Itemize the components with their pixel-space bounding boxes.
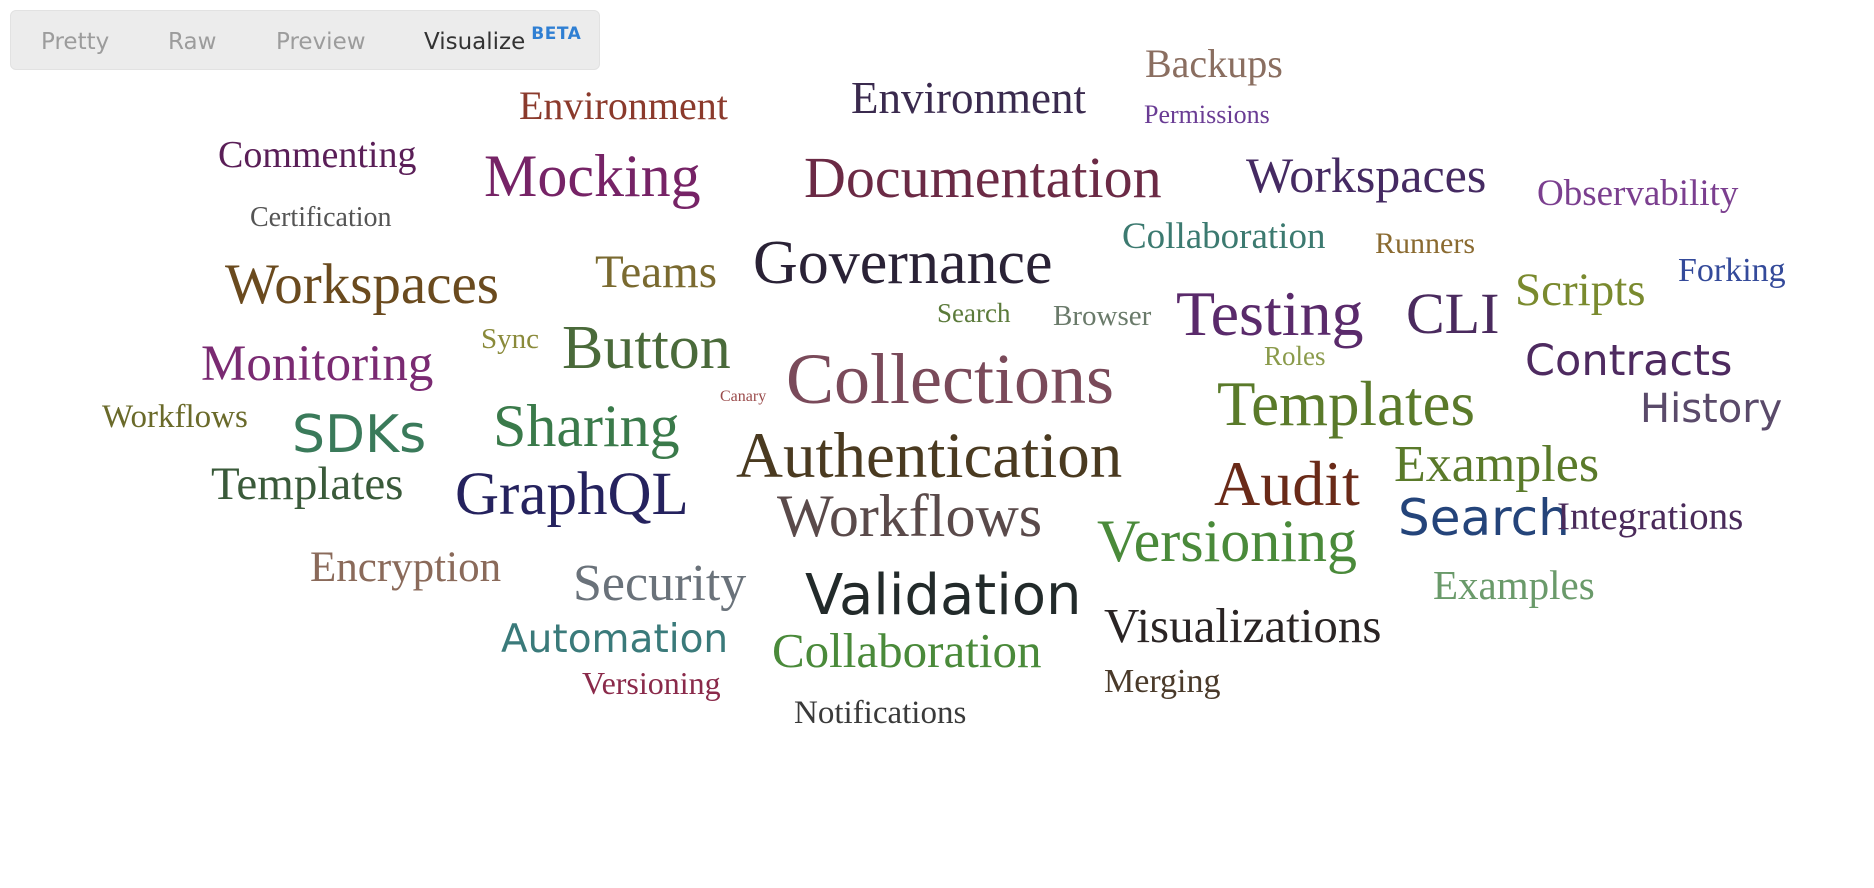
- word-cloud-term: Runners: [1375, 227, 1475, 260]
- word-cloud-term: Automation: [501, 617, 729, 662]
- tab-visualize[interactable]: Visualize BETA: [424, 11, 581, 69]
- word-cloud-term: Teams: [595, 246, 717, 298]
- word-cloud-term: Merging: [1104, 663, 1221, 700]
- word-cloud-term: Browser: [1053, 300, 1152, 332]
- word-cloud-term: Environment: [519, 83, 728, 128]
- word-cloud-term: Workspaces: [225, 253, 499, 316]
- word-cloud-term: Authentication: [736, 420, 1123, 492]
- word-cloud-term: Forking: [1678, 252, 1786, 289]
- word-cloud-term: Notifications: [794, 695, 967, 731]
- word-cloud-term: Certification: [250, 202, 392, 233]
- word-cloud-term: Audit: [1214, 448, 1360, 519]
- word-cloud-term: Permissions: [1144, 100, 1270, 129]
- word-cloud-term: Collections: [786, 339, 1114, 419]
- word-cloud-term: Roles: [1264, 341, 1326, 371]
- word-cloud-term: Templates: [211, 458, 404, 510]
- word-cloud-term: Contracts: [1525, 336, 1733, 386]
- tab-preview[interactable]: Preview: [276, 29, 366, 55]
- word-cloud-term: Encryption: [310, 544, 502, 591]
- word-cloud-term: Search: [1398, 489, 1570, 547]
- word-cloud-term: Commenting: [218, 134, 417, 176]
- word-cloud-term: Versioning: [1097, 508, 1357, 574]
- word-cloud-term: Workflows: [777, 483, 1043, 549]
- response-view-tabbar: Pretty Raw Preview Visualize BETA: [10, 10, 600, 70]
- word-cloud-term: Scripts: [1515, 264, 1646, 316]
- word-cloud-term: Monitoring: [201, 336, 434, 392]
- word-cloud-term: Visualizations: [1104, 598, 1382, 653]
- word-cloud-term: Examples: [1433, 562, 1595, 608]
- word-cloud-term: Validation: [805, 563, 1082, 628]
- word-cloud-term: Security: [573, 555, 747, 612]
- tab-visualize-label: Visualize: [424, 29, 526, 55]
- word-cloud-term: Versioning: [582, 665, 721, 701]
- word-cloud-term: Observability: [1537, 173, 1739, 214]
- word-cloud-term: Search: [937, 298, 1011, 328]
- word-cloud-term: Button: [562, 314, 731, 382]
- word-cloud-term: Sync: [481, 323, 539, 355]
- word-cloud-term: Testing: [1176, 278, 1364, 349]
- word-cloud-term: Sharing: [493, 393, 680, 459]
- tab-raw[interactable]: Raw: [168, 29, 217, 55]
- word-cloud-term: History: [1640, 386, 1783, 432]
- word-cloud-term: Environment: [851, 73, 1086, 123]
- tab-pretty[interactable]: Pretty: [41, 29, 110, 55]
- word-cloud-term: Templates: [1217, 369, 1475, 439]
- word-cloud-term: Backups: [1145, 41, 1283, 86]
- beta-badge: BETA: [531, 24, 582, 44]
- word-cloud-term: CLI: [1406, 281, 1500, 346]
- word-cloud-term: Governance: [753, 229, 1053, 297]
- word-cloud-term: Collaboration: [772, 623, 1042, 678]
- word-cloud-term: Canary: [720, 388, 767, 405]
- word-cloud-term: Integrations: [1557, 495, 1744, 538]
- word-cloud-term: Collaboration: [1122, 216, 1326, 257]
- word-cloud-term: GraphQL: [455, 461, 689, 528]
- word-cloud-term: SDKs: [292, 405, 427, 465]
- word-cloud-term: Workspaces: [1246, 147, 1487, 203]
- word-cloud-term: Mocking: [484, 143, 701, 209]
- word-cloud: Backups Environment Environment Permissions…: [0, 44, 1874, 880]
- word-cloud-term: Workflows: [102, 399, 248, 435]
- word-cloud-term: Examples: [1394, 436, 1600, 493]
- word-cloud-term: Documentation: [804, 145, 1162, 210]
